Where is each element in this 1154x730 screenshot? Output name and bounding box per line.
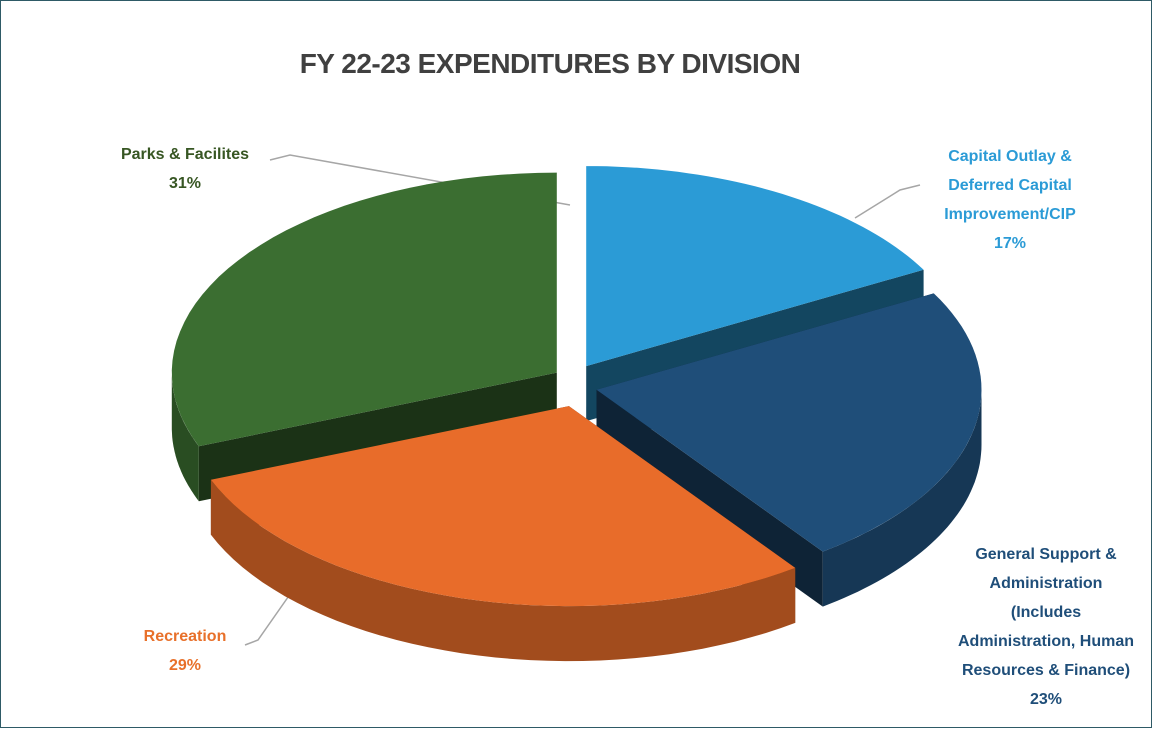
label-name: General Support & Administration (Includ… xyxy=(957,546,1134,679)
slice xyxy=(596,293,982,552)
leader-line xyxy=(244,579,301,646)
chart-title: FY 22-23 EXPENDITURES BY DIVISION xyxy=(299,48,801,79)
slice xyxy=(210,406,796,607)
slice xyxy=(586,166,924,367)
label-value: 31% xyxy=(168,175,202,192)
label-name: Recreation xyxy=(143,628,227,645)
label-name: Parks & Facilites xyxy=(120,146,250,163)
label-name: Capital Outlay & Deferred Capital Improv… xyxy=(944,148,1076,223)
slice-wall xyxy=(171,372,199,502)
data-label: Parks & Facilites 31% xyxy=(85,140,285,198)
leader-line xyxy=(854,184,921,219)
slice-wall xyxy=(210,479,796,662)
data-label: Recreation 29% xyxy=(95,622,275,680)
label-value: 17% xyxy=(993,235,1027,252)
slice-wall xyxy=(822,389,982,607)
label-value: 29% xyxy=(168,657,202,674)
data-label: Capital Outlay & Deferred Capital Improv… xyxy=(925,142,1095,258)
data-label: General Support & Administration (Includ… xyxy=(955,540,1137,714)
slice xyxy=(171,172,557,447)
label-value: 23% xyxy=(1029,691,1063,708)
